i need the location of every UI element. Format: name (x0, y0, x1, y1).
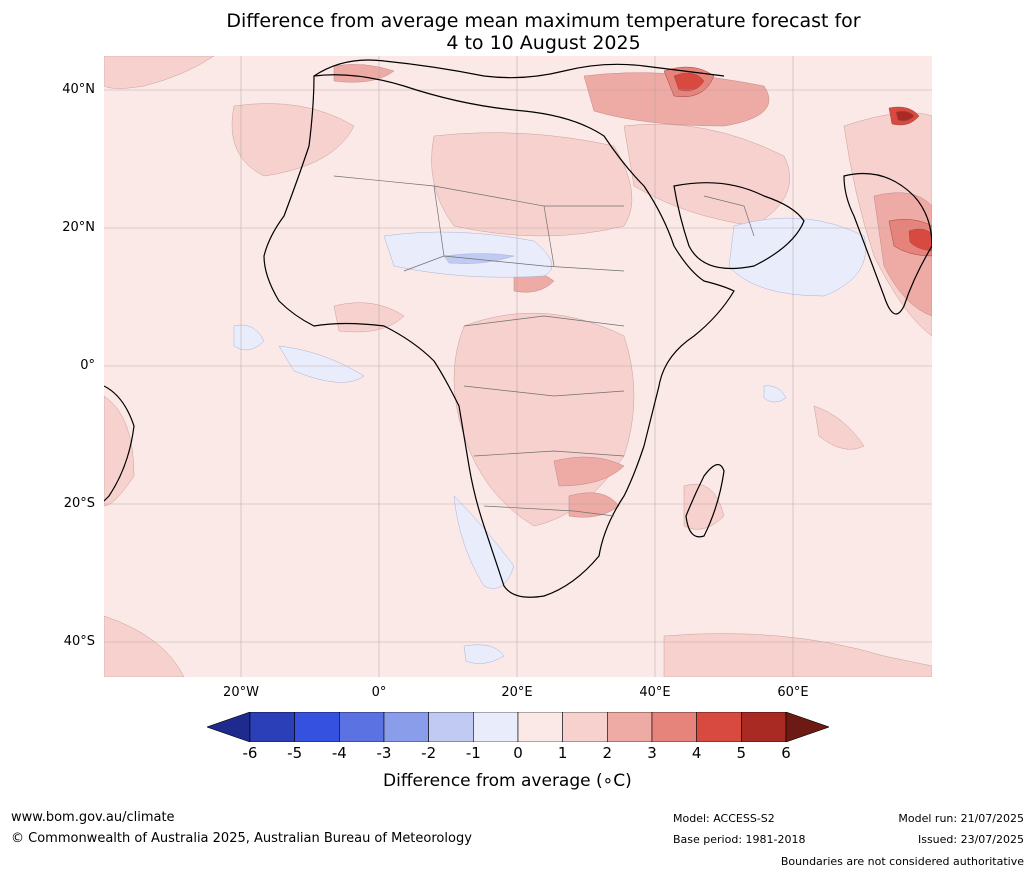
colorbar-extend-high (785, 712, 829, 742)
anomaly-region (568, 492, 620, 518)
colorbar-tick-label: -2 (421, 744, 437, 762)
africa-coastline (263, 74, 735, 598)
lon-label-20e: 20°E (501, 685, 533, 700)
anomaly-region (583, 72, 770, 127)
anomaly-region (728, 217, 866, 297)
base-period-text: Base period: 1981-2018 (673, 833, 806, 846)
country-borders (333, 175, 755, 517)
border-line (463, 385, 625, 397)
colorbar-segment (339, 712, 385, 742)
graticule (104, 56, 932, 677)
lat-label-20s: 20°S (63, 496, 95, 511)
chart-title: Difference from average mean maximum tem… (0, 10, 1035, 54)
colorbar-segment (741, 712, 787, 742)
lat-label-40n: 40°N (62, 82, 95, 97)
anomaly-region (623, 123, 790, 227)
lon-label-40e: 40°E (639, 685, 671, 700)
lat-label-20n: 20°N (62, 220, 95, 235)
colorbar-tick-label: 0 (513, 744, 523, 762)
anomaly-region (453, 495, 515, 589)
issued-text: Issued: 23/07/2025 (917, 833, 1024, 846)
forecast-map (104, 56, 932, 677)
colorbar-title: Difference from average (∘C) (383, 771, 632, 791)
lat-label-40s: 40°S (63, 634, 95, 649)
border-line (703, 195, 755, 237)
colorbar-segment (473, 712, 519, 742)
lon-label-20w: 20°W (223, 685, 259, 700)
lon-label-60e: 60°E (777, 685, 809, 700)
anomaly-2-3-regions (333, 64, 932, 518)
anomaly-region (908, 228, 932, 252)
disclaimer-text: Boundaries are not considered authoritat… (780, 855, 1024, 868)
anomaly-region (895, 110, 915, 122)
arabia-coastline (673, 182, 805, 270)
colorbar-tick-label: 4 (691, 744, 702, 762)
model-run-text: Model run: 21/07/2025 (898, 812, 1024, 825)
colorbar-tick-label: -4 (331, 744, 347, 762)
anomaly-region (673, 72, 705, 92)
colorbar-segment (607, 712, 653, 742)
colorbar-tick-label: -3 (376, 744, 392, 762)
india-coastline (843, 172, 932, 315)
madagascar-coastline (685, 464, 725, 538)
colorbar (207, 712, 829, 742)
lat-label-equator: 0° (80, 358, 95, 373)
coastlines (104, 59, 932, 598)
europe-coastline (313, 59, 725, 79)
colorbar-segment (249, 712, 295, 742)
colorbar-tick-label: -1 (465, 744, 481, 762)
anomaly-region (231, 103, 355, 177)
colorbar-segment (383, 712, 429, 742)
border-line (443, 255, 625, 272)
colorbar-extend-low (207, 712, 251, 742)
colorbar-tick-label: -6 (242, 744, 258, 762)
anomaly-region (553, 456, 625, 487)
anomaly-cool-regions (233, 217, 866, 664)
colorbar-segment (428, 712, 474, 742)
colorbar-tick-label: 5 (736, 744, 747, 762)
anomaly-1-2-regions (104, 56, 932, 677)
border-line (473, 450, 625, 457)
border-line (483, 505, 615, 517)
colorbar-tick-label: 3 (647, 744, 657, 762)
anomaly-region (233, 324, 265, 351)
anomaly-region (663, 633, 932, 677)
colorbar-tick-label: 2 (602, 744, 613, 762)
colorbar-segment (562, 712, 608, 742)
south-america-coastline (104, 385, 135, 502)
lon-label-0: 0° (371, 685, 387, 700)
colorbar-segment (696, 712, 742, 742)
colorbar-tick-label: 1 (557, 744, 568, 762)
website-link[interactable]: www.bom.gov.au/climate (11, 810, 175, 825)
anomaly-region (333, 302, 405, 333)
anomaly-region (463, 644, 505, 664)
anomaly-region (763, 385, 787, 403)
anomaly-region (813, 405, 865, 450)
colorbar-tick-label: -5 (287, 744, 303, 762)
anomaly-region (104, 395, 135, 507)
border-line (333, 175, 445, 272)
title-line-1: Difference from average mean maximum tem… (226, 10, 861, 32)
copyright-text: © Commonwealth of Australia 2025, Austra… (11, 831, 472, 846)
colorbar-tick-label: 6 (781, 744, 791, 762)
colorbar-segment (294, 712, 340, 742)
border-line (463, 315, 625, 327)
anomaly-region (443, 253, 515, 264)
anomaly-region (431, 132, 633, 237)
anomaly-region (278, 345, 365, 383)
anomaly-hot-regions (663, 66, 932, 257)
title-line-2: 4 to 10 August 2025 (446, 32, 641, 54)
model-text: Model: ACCESS-S2 (673, 812, 775, 825)
colorbar-segment (517, 712, 563, 742)
colorbar-segment (651, 712, 697, 742)
anomaly-region (104, 615, 185, 677)
anomaly-region (104, 56, 215, 89)
